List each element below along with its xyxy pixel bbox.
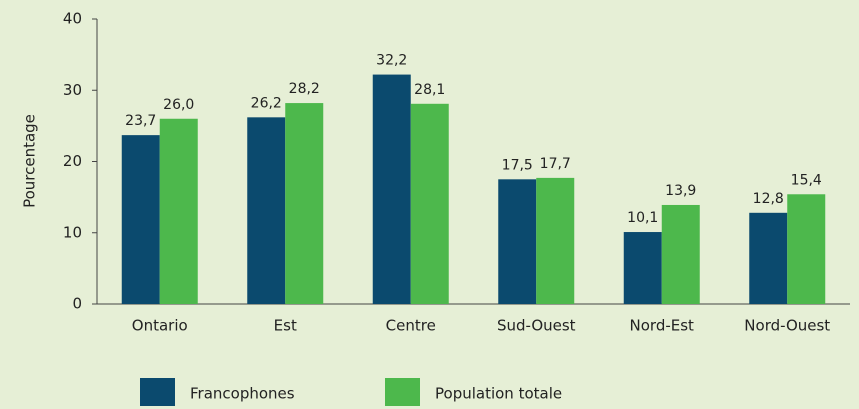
- value-label: 26,0: [163, 97, 194, 113]
- bar: [159, 118, 198, 304]
- bar: [787, 194, 826, 304]
- bar: [623, 232, 662, 304]
- bar: [536, 177, 575, 304]
- bar: [285, 103, 324, 304]
- y-tick-label: 0: [72, 295, 82, 313]
- value-label: 13,9: [665, 183, 696, 199]
- x-tick-label: Sud-Ouest: [497, 317, 576, 335]
- legend-swatch: [385, 378, 420, 406]
- bar: [498, 179, 537, 304]
- x-tick-label: Nord-Ouest: [744, 317, 830, 335]
- bar: [410, 103, 449, 304]
- y-tick-label: 40: [63, 10, 82, 28]
- value-label: 12,8: [753, 191, 784, 207]
- y-tick-label: 20: [63, 152, 82, 170]
- y-tick-label: 10: [63, 223, 82, 241]
- y-tick-label: 30: [63, 81, 82, 99]
- bar: [247, 117, 286, 304]
- x-tick-label: Nord-Est: [630, 317, 695, 335]
- value-label: 26,2: [251, 95, 282, 111]
- y-axis-label: Pourcentage: [21, 114, 39, 208]
- value-label: 28,2: [289, 81, 320, 97]
- value-label: 32,2: [376, 53, 407, 69]
- bar: [661, 204, 700, 304]
- bar: [121, 135, 160, 304]
- legend-swatch: [140, 378, 175, 406]
- value-label: 28,1: [414, 82, 445, 98]
- bar: [372, 74, 411, 304]
- value-label: 17,5: [502, 157, 533, 173]
- value-label: 15,4: [791, 172, 822, 188]
- bar: [749, 212, 788, 304]
- legend-label: Francophones: [190, 385, 295, 403]
- x-tick-label: Ontario: [132, 317, 188, 335]
- value-label: 17,7: [540, 156, 571, 172]
- value-label: 23,7: [125, 113, 156, 129]
- value-label: 10,1: [627, 210, 658, 226]
- x-tick-label: Centre: [386, 317, 436, 335]
- x-tick-label: Est: [274, 317, 297, 335]
- legend-label: Population totale: [435, 385, 562, 403]
